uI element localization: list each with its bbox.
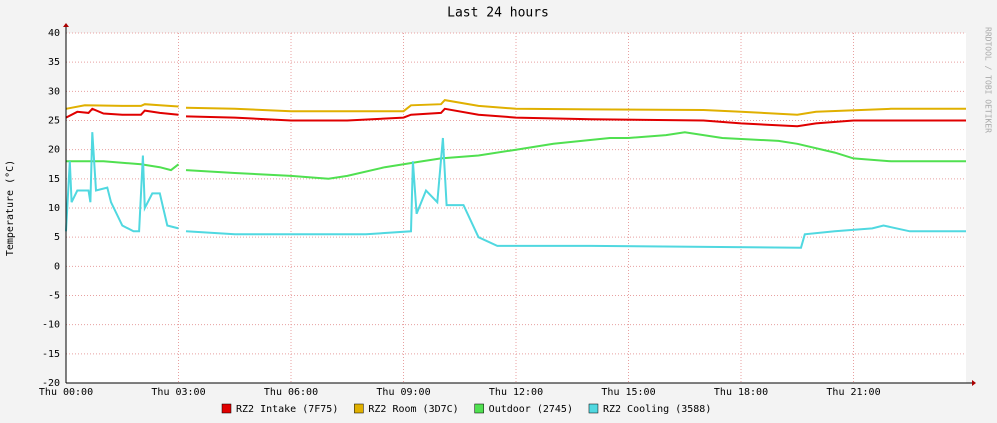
x-tick-label: Thu 15:00 — [601, 387, 655, 398]
y-axis-label: Temperature (°C) — [5, 160, 16, 256]
series-line — [65, 132, 966, 249]
y-tick-label: 10 — [48, 203, 60, 214]
x-tick-label: Thu 18:00 — [714, 387, 768, 398]
x-tick-label: Thu 00:00 — [39, 387, 93, 398]
y-tick-label: 40 — [48, 28, 60, 39]
legend-label: RZ2 Intake (7F75) — [236, 404, 338, 415]
watermark: RRDTOOL / TOBI OETIKER — [984, 27, 993, 133]
legend-swatch — [354, 403, 364, 414]
y-tick-label: 0 — [54, 261, 60, 272]
legend-label: RZ2 Room (3D7C) — [368, 404, 458, 415]
series-line — [65, 99, 966, 116]
y-tick-label: 20 — [48, 145, 60, 156]
x-tick-label: Thu 06:00 — [264, 387, 318, 398]
arrow — [63, 23, 69, 27]
y-tick-label: 25 — [48, 116, 60, 127]
legend-label: RZ2 Cooling (3588) — [603, 404, 711, 415]
y-tick-label: 15 — [48, 174, 60, 185]
series-line — [66, 131, 966, 180]
y-tick-label: 5 — [54, 232, 60, 243]
x-tick-label: Thu 03:00 — [151, 387, 205, 398]
series-line — [65, 107, 966, 128]
legend-label: Outdoor (2745) — [489, 404, 573, 415]
arrow — [972, 380, 976, 386]
x-tick-label: Thu 12:00 — [489, 387, 543, 398]
x-tick-label: Thu 09:00 — [376, 387, 430, 398]
chart-title: Last 24 hours — [447, 6, 549, 21]
legend-swatch — [474, 403, 484, 414]
y-tick-label: -5 — [48, 291, 60, 302]
x-tick-label: Thu 21:00 — [826, 387, 880, 398]
legend-swatch — [588, 403, 599, 414]
y-tick-label: 30 — [48, 86, 60, 97]
y-tick-label: 35 — [48, 57, 60, 68]
y-tick-label: -10 — [42, 320, 60, 331]
y-tick-label: -20 — [42, 378, 60, 389]
y-tick-label: -15 — [42, 349, 60, 360]
legend-swatch — [221, 403, 232, 414]
